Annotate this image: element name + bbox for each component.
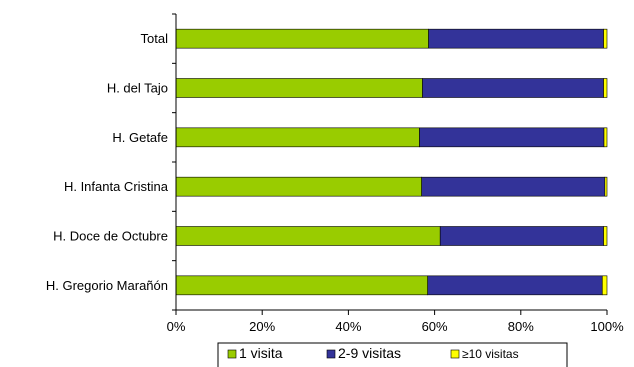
legend-swatch-1-visita <box>227 349 237 359</box>
bar-h-getafe-2-9-visitas <box>419 127 605 148</box>
bar-h-del-tajo-ge10-visitas <box>603 78 608 98</box>
x-tick-label: 80% <box>508 319 534 334</box>
x-tick-label: 100% <box>590 319 624 334</box>
bar-h-infanta-cristina-ge10-visitas <box>604 176 608 197</box>
bar-h-gregorio-maranon-1-visita <box>175 275 429 296</box>
legend-label-1-visita: 1 visita <box>239 345 283 361</box>
y-tick-label: H. Doce de Octubre <box>53 229 168 244</box>
x-tick-label: 40% <box>335 319 361 334</box>
bar-h-gregorio-maranon-ge10-visitas <box>601 275 608 296</box>
bar-h-doce-de-octubre-ge10-visitas <box>603 226 608 246</box>
y-tick-label: H. Gregorio Marañón <box>46 278 168 293</box>
bar-h-infanta-cristina-1-visita <box>175 176 422 197</box>
legend-box <box>217 342 568 367</box>
legend-swatch-ge10-visitas <box>450 349 460 359</box>
bar-h-del-tajo-2-9-visitas <box>422 78 604 98</box>
y-tick-label: Total <box>141 31 169 46</box>
bar-total-ge10-visitas <box>603 28 608 49</box>
bar-h-infanta-cristina-2-9-visitas <box>421 176 606 197</box>
legend-swatch-2-9-visitas <box>326 349 336 359</box>
y-tick-label: H. Infanta Cristina <box>64 179 169 194</box>
x-tick-label: 0% <box>167 319 186 334</box>
y-tick-label: H. Getafe <box>112 130 168 145</box>
bar-h-gregorio-maranon-2-9-visitas <box>427 275 603 296</box>
bar-h-del-tajo-1-visita <box>175 78 423 98</box>
x-tick-label: 20% <box>249 319 275 334</box>
bar-h-getafe-ge10-visitas <box>603 127 608 148</box>
bar-total-1-visita <box>175 28 429 49</box>
y-tick-label: H. del Tajo <box>107 81 168 96</box>
legend-label-ge10-visitas: ≥10 visitas <box>462 347 519 361</box>
legend-label-2-9-visitas: 2-9 visitas <box>338 345 401 361</box>
bar-h-doce-de-octubre-2-9-visitas <box>439 226 604 246</box>
bar-total-2-9-visitas <box>428 28 604 49</box>
bar-h-doce-de-octubre-1-visita <box>175 226 441 246</box>
bar-h-getafe-1-visita <box>175 127 420 148</box>
x-tick-label: 60% <box>422 319 448 334</box>
